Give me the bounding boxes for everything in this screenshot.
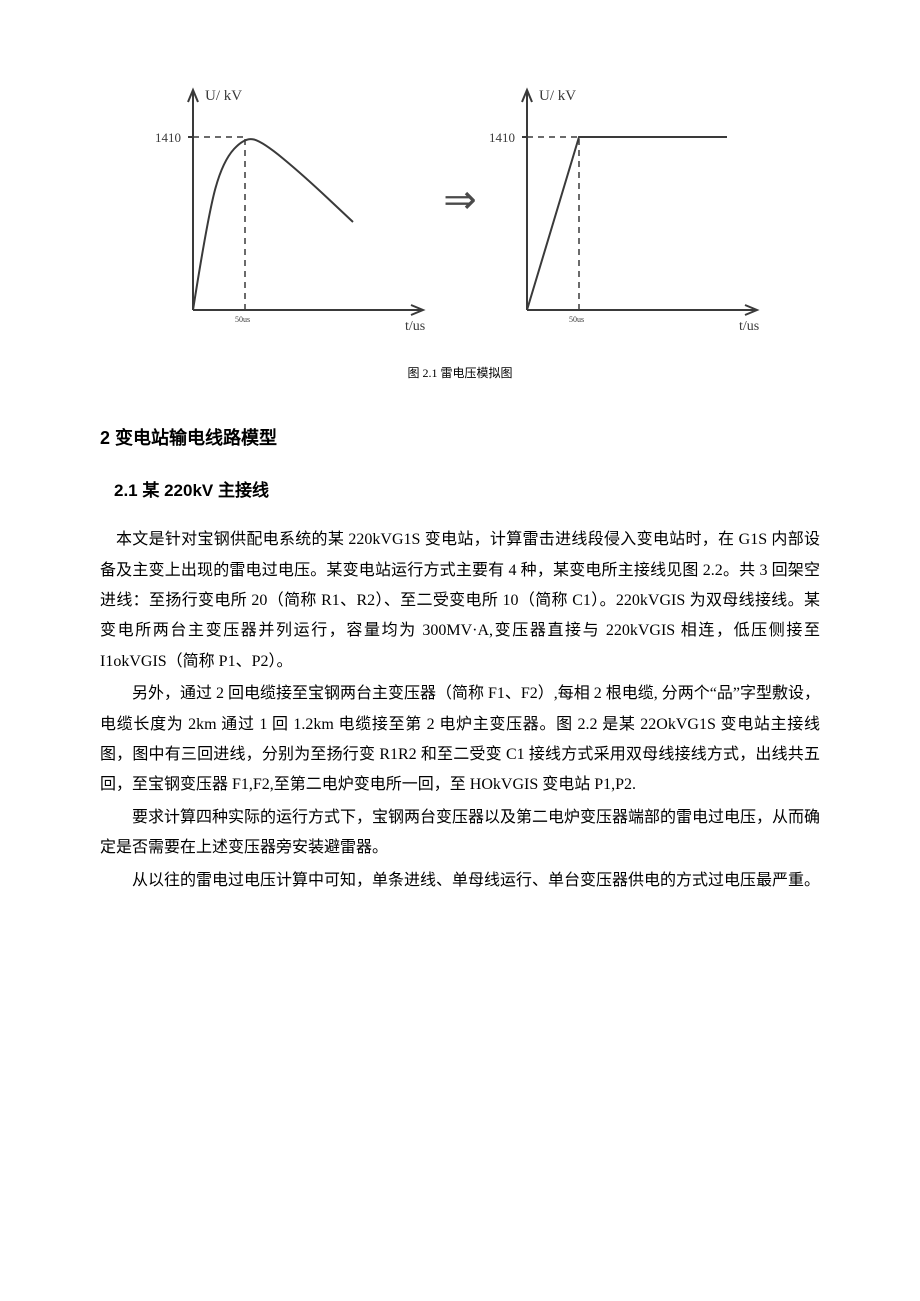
svg-text:U/ kV: U/ kV [205, 88, 242, 104]
svg-text:t/us: t/us [405, 319, 425, 334]
paragraph-2: 另外，通过 2 回电缆接至宝钢两台主变压器（简称 F1、F2）,每相 2 根电缆… [100, 679, 820, 801]
svg-text:U/ kV: U/ kV [539, 88, 576, 104]
paragraph-3: 要求计算四种实际的运行方式下，宝钢两台变压器以及第二电炉变压器端部的雷电过电压，… [100, 803, 820, 864]
svg-text:50us: 50us [235, 315, 250, 324]
svg-text:1410: 1410 [155, 130, 181, 145]
lightning-voltage-step-right: U/ kV t/us 1410 50us [487, 80, 767, 340]
subsection-heading-2-1: 2.1 某 220kV 主接线 [114, 475, 820, 507]
paragraph-1: 本文是针对宝钢供配电系统的某 220kVG1S 变电站，计算雷击进线段侵入变电站… [100, 525, 820, 677]
figure-2-1: U/ kV t/us 1410 50us ⇒ U/ kV t/us 1410 50us [100, 80, 820, 340]
figure-caption: 图 2.1 雷电压模拟图 [100, 362, 820, 385]
paragraph-4: 从以往的雷电过电压计算中可知，单条进线、单母线运行、单台变压器供电的方式过电压最… [100, 866, 820, 896]
svg-text:50us: 50us [569, 315, 584, 324]
svg-text:1410: 1410 [489, 130, 515, 145]
svg-text:t/us: t/us [739, 319, 759, 334]
section-heading-2: 2 变电站输电线路模型 [100, 421, 820, 455]
lightning-voltage-curve-left: U/ kV t/us 1410 50us [153, 80, 433, 340]
arrow-icon: ⇒ [443, 180, 477, 220]
